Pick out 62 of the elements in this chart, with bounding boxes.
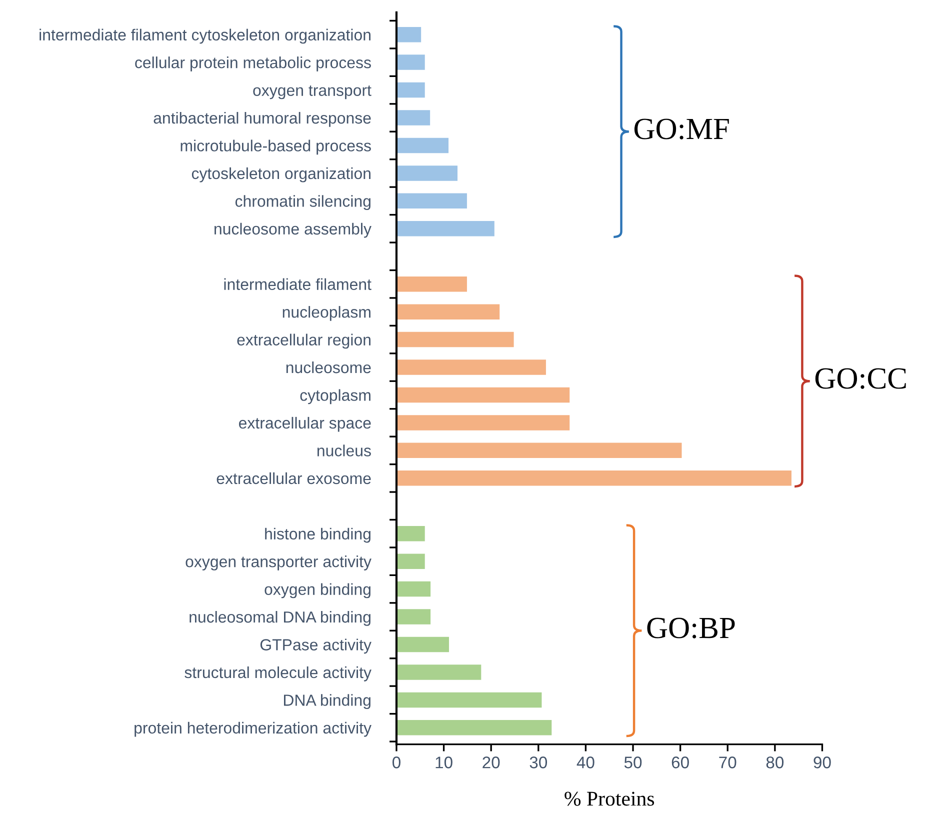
bar: [396, 554, 425, 569]
y-tick-label: oxygen binding: [264, 583, 370, 598]
y-tick-label: cellular protein metabolic process: [135, 56, 371, 72]
bar: [396, 193, 467, 209]
bar: [396, 692, 542, 708]
bar: [396, 276, 467, 292]
bar: [396, 221, 494, 236]
y-tick-label: oxygen transport: [253, 85, 372, 100]
x-tick-label: 40: [576, 756, 594, 768]
y-tick-label: oxygen transporter activity: [186, 556, 372, 570]
y-tick-label: histone binding: [265, 528, 370, 543]
bar: [396, 526, 425, 542]
bar: [396, 581, 431, 597]
x-tick-label: 20: [482, 756, 500, 768]
bar: [396, 110, 430, 126]
y-tick-label: chromatin silencing: [235, 195, 370, 210]
y-tick-label: GTPase activity: [260, 638, 372, 654]
y-tick-label: protein heterodimerization activity: [134, 722, 372, 737]
y-tick-label: nucleosome: [286, 361, 371, 374]
x-tick-label: 10: [436, 756, 452, 768]
y-tick-label: nucleus: [317, 444, 371, 456]
y-tick-label: nucleosomal DNA binding: [190, 610, 370, 626]
bar: [396, 332, 514, 348]
x-tick-label: 90: [814, 756, 831, 768]
x-tick-label: 70: [719, 756, 736, 768]
y-tick-label: nucleoplasm: [282, 306, 370, 321]
y-tick-label: extracellular exosome: [216, 472, 371, 484]
bar: [396, 360, 546, 375]
bar: [396, 54, 425, 70]
bar: [396, 415, 570, 430]
bar: [396, 82, 425, 98]
y-tick-label: antibacterial humoral response: [154, 112, 371, 127]
bar: [396, 636, 449, 652]
y-tick-label: structural molecule activity: [184, 666, 372, 682]
bar: [396, 664, 482, 680]
bar: [396, 470, 792, 486]
bar: [396, 26, 422, 42]
annotation: GO:BP: [647, 618, 735, 638]
bar: [396, 720, 552, 736]
y-tick-label: microtubule-based process: [180, 140, 371, 155]
x-tick-label: 30: [530, 756, 548, 768]
y-tick-label: intermediate filament: [224, 278, 372, 290]
x-tick-label: 50: [624, 756, 642, 768]
y-tick-label: cytoskeleton organization: [192, 167, 370, 182]
x-tick-label: 60: [672, 756, 689, 768]
bar: [396, 304, 500, 320]
bar: [396, 442, 682, 458]
y-tick-label: intermediate filament cytoskeleton organization: [40, 28, 370, 44]
y-tick-label: DNA binding: [284, 694, 370, 710]
bar: [396, 166, 458, 181]
y-tick-label: extracellular space: [239, 416, 371, 432]
x-axis-title: % Proteins: [564, 792, 654, 806]
y-tick-label: nucleosome assembly: [214, 222, 372, 238]
annotation: GO:MF: [634, 118, 729, 140]
x-tick-label: 0: [392, 756, 400, 768]
x-tick-label: 80: [766, 756, 784, 768]
annotation: GO:CC: [815, 368, 906, 389]
y-tick-label: cytoplasm: [300, 389, 370, 404]
bar: [396, 138, 449, 154]
bar: [396, 609, 431, 624]
bar: [396, 387, 570, 403]
y-tick-label: extracellular region: [237, 334, 370, 349]
